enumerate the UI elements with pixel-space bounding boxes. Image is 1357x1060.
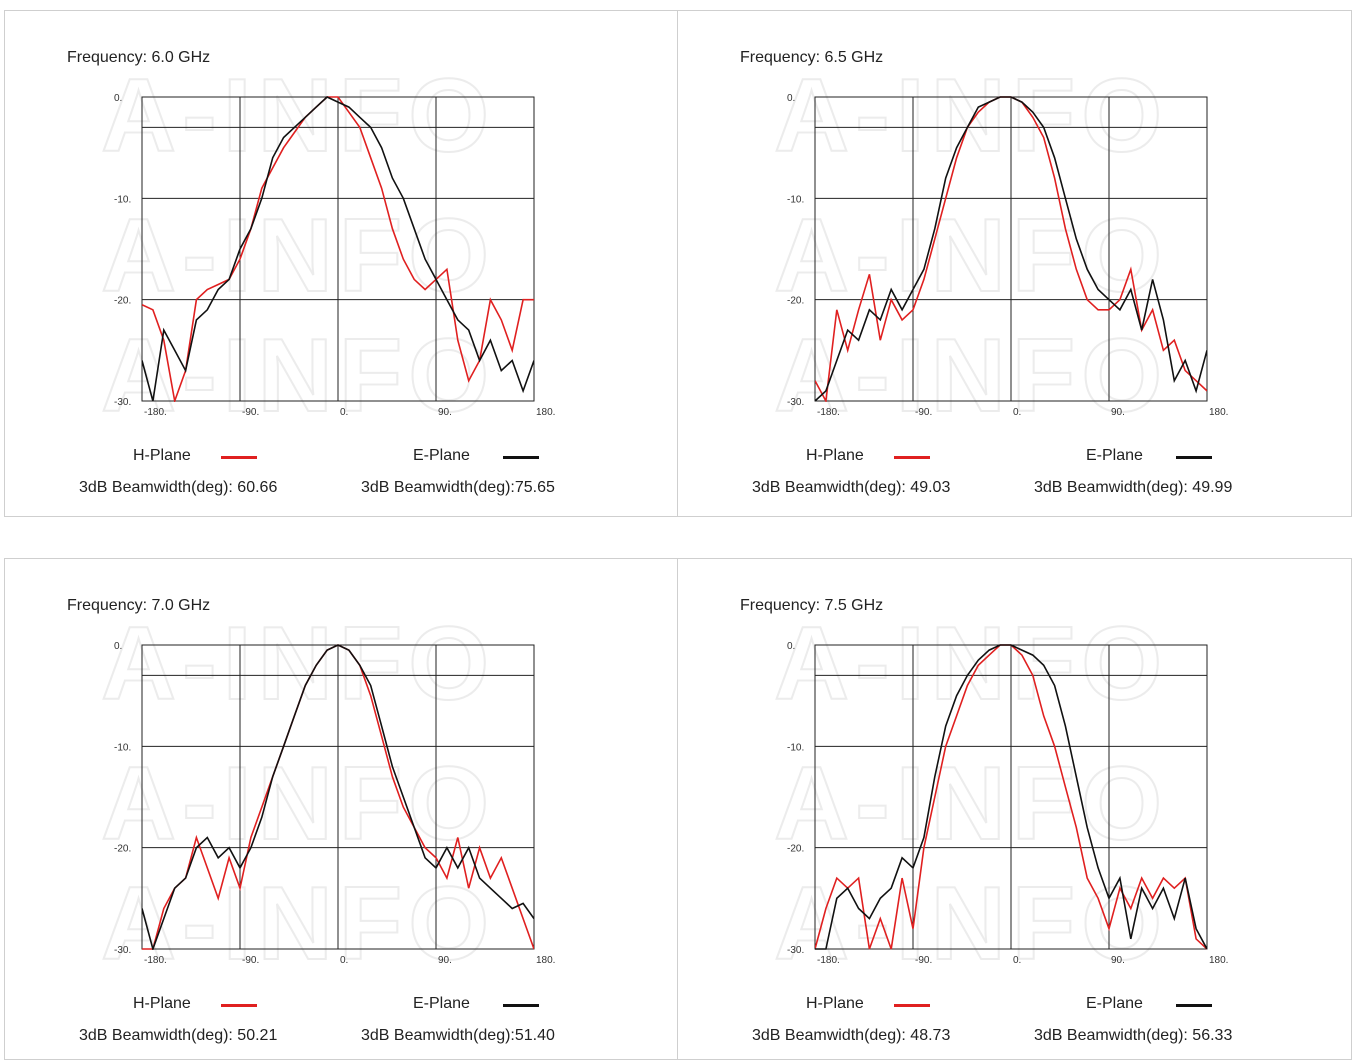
frequency-title: Frequency: 6.5 GHz [740,49,884,66]
h-plane-legend-label: H-Plane [806,995,864,1012]
h-plane-beamwidth: 3dB Beamwidth(deg): 49.03 [752,479,951,496]
grid [814,96,1208,402]
e-plane-series-line [815,96,1207,402]
y-tick-label: -20. [787,296,804,307]
watermark-text: A-INFO [101,198,495,314]
watermark-text: A-INFO [774,58,1168,174]
x-tick-label: 90. [1111,407,1125,418]
chart-panel: Frequency: 6.0 GHz A-INFO A-INFO A-INFO 0. -1… [5,11,677,516]
e-plane-beamwidth: 3dB Beamwidth(deg):75.65 [361,479,555,496]
x-tick-label: 0. [1013,407,1021,418]
x-tick-label: -180. [144,407,167,418]
x-tick-label: -90. [915,407,932,418]
watermark-text: A-INFO [774,866,1168,979]
watermark-text: A-INFO [774,746,1168,862]
x-tick-label: 180. [536,955,555,966]
e-plane-legend-label: E-Plane [413,447,470,464]
x-tick-label: 180. [1209,407,1228,418]
e-plane-series-line [142,96,534,402]
h-plane-beamwidth: 3dB Beamwidth(deg): 48.73 [752,1027,951,1044]
y-tick-label: 0. [787,93,795,104]
x-tick-label: 90. [438,407,452,418]
x-tick-label: -180. [817,955,840,966]
panel-divider [677,11,678,516]
chart-row-2: Frequency: 7.0 GHz A-INFO A-INFO A-INFO 0. -1… [4,558,1352,1060]
x-tick-label: 90. [438,955,452,966]
x-tick-label: -90. [915,955,932,966]
e-plane-legend-label: E-Plane [1086,995,1143,1012]
y-tick-label: -20. [114,296,131,307]
e-plane-legend-swatch [503,456,539,459]
x-tick-label: 180. [1209,955,1228,966]
x-tick-label: -90. [242,407,259,418]
e-plane-legend-label: E-Plane [1086,447,1143,464]
watermark-text: A-INFO [101,746,495,862]
y-tick-label: -30. [787,397,804,408]
chart-panel: Frequency: 6.5 GHz A-INFO A-INFO A-INFO 0. -1… [678,11,1350,516]
frequency-title: Frequency: 7.5 GHz [740,597,884,614]
e-plane-legend-swatch [1176,1004,1212,1007]
e-plane-series-line [142,644,534,950]
frequency-title: Frequency: 6.0 GHz [67,49,211,66]
watermark-text: A-INFO [101,606,495,722]
h-plane-beamwidth: 3dB Beamwidth(deg): 50.21 [79,1027,278,1044]
h-plane-legend-swatch [221,1004,257,1007]
watermark-text: A-INFO [774,198,1168,314]
x-tick-label: 90. [1111,955,1125,966]
y-tick-label: 0. [114,93,122,104]
x-tick-label: 0. [1013,955,1021,966]
x-tick-label: 0. [340,407,348,418]
watermark-text: A-INFO [101,866,495,979]
watermark-text: A-INFO [101,58,495,174]
e-plane-beamwidth: 3dB Beamwidth(deg):51.40 [361,1027,555,1044]
y-tick-label: 0. [787,641,795,652]
e-plane-beamwidth: 3dB Beamwidth(deg): 56.33 [1034,1027,1233,1044]
chart-panel: Frequency: 7.5 GHz A-INFO A-INFO A-INFO 0. -1… [678,559,1350,1059]
h-plane-series-line [142,96,534,402]
watermark-text: A-INFO [774,318,1168,431]
e-plane-beamwidth: 3dB Beamwidth(deg): 49.99 [1034,479,1233,496]
panel-divider [677,559,678,1059]
x-tick-label: 180. [536,407,555,418]
chart-row-1: Frequency: 6.0 GHz A-INFO A-INFO A-INFO 0. -1… [4,10,1352,517]
chart-panel: Frequency: 7.0 GHz A-INFO A-INFO A-INFO 0. -1… [5,559,677,1059]
frequency-title: Frequency: 7.0 GHz [67,597,211,614]
h-plane-legend-swatch [894,456,930,459]
x-tick-label: -90. [242,955,259,966]
h-plane-beamwidth: 3dB Beamwidth(deg): 60.66 [79,479,278,496]
h-plane-legend-swatch [894,1004,930,1007]
h-plane-legend-label: H-Plane [133,447,191,464]
x-tick-label: -180. [817,407,840,418]
watermark-text: A-INFO [101,318,495,431]
y-tick-label: -20. [114,844,131,855]
e-plane-legend-swatch [1176,456,1212,459]
y-tick-label: -20. [787,844,804,855]
y-tick-label: 0. [114,641,122,652]
e-plane-legend-swatch [503,1004,539,1007]
x-tick-label: -180. [144,955,167,966]
y-tick-label: -30. [114,397,131,408]
e-plane-series-line [815,644,1207,950]
y-tick-label: -10. [787,194,804,205]
watermark-text: A-INFO [774,606,1168,722]
y-tick-label: -10. [787,742,804,753]
h-plane-legend-swatch [221,456,257,459]
h-plane-legend-label: H-Plane [806,447,864,464]
y-tick-label: -30. [114,945,131,956]
y-tick-label: -10. [114,194,131,205]
y-tick-label: -30. [787,945,804,956]
x-tick-label: 0. [340,955,348,966]
h-plane-legend-label: H-Plane [133,995,191,1012]
y-tick-label: -10. [114,742,131,753]
e-plane-legend-label: E-Plane [413,995,470,1012]
